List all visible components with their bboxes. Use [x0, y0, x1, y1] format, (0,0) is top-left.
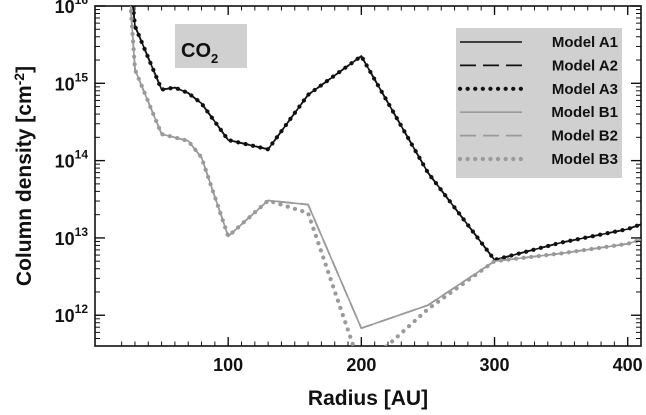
- y-tick-label: 1015: [55, 70, 89, 94]
- series-line-model-b2: [129, 6, 641, 330]
- legend-label: Model B2: [551, 128, 618, 145]
- legend: Model A1 Model A2 Model A3 Model B1 Model B2…: [456, 28, 622, 178]
- y-tick-label: 1016: [55, 0, 89, 17]
- legend-items: Model A1 Model A2 Model A3 Model B1 Model B2…: [457, 34, 618, 168]
- species-annotation: CO2: [175, 24, 247, 68]
- legend-label: Model B1: [551, 104, 618, 121]
- x-tick-label: 400: [613, 355, 643, 375]
- y-tick-label: 1012: [55, 302, 89, 326]
- series-line-model-a3: [130, 6, 641, 262]
- y-axis-title: Column density [cm-2]: [11, 66, 36, 286]
- y-axis: 1012 1013 1014 1015 1016: [55, 0, 641, 347]
- species-annotation-label: CO2: [181, 40, 218, 66]
- plot-frame: [94, 5, 642, 347]
- x-tick-label: 300: [479, 355, 509, 375]
- legend-label: Model A2: [552, 57, 618, 74]
- x-axis-title: Radius [AU]: [308, 387, 428, 410]
- species-annotation-box: [175, 24, 247, 68]
- x-tick-label: 100: [213, 355, 243, 375]
- y-tick-label: 1014: [55, 148, 89, 172]
- legend-label: Model A1: [552, 34, 618, 51]
- x-tick-label: 200: [346, 355, 376, 375]
- series-line-model-b3: [128, 6, 641, 346]
- x-axis: 100 200 300 400: [121, 6, 643, 375]
- legend-label: Model A3: [552, 81, 618, 98]
- series-layer: [128, 6, 641, 346]
- legend-label: Model B3: [551, 151, 618, 168]
- legend-box: [456, 28, 622, 178]
- y-tick-label: 1013: [55, 225, 89, 249]
